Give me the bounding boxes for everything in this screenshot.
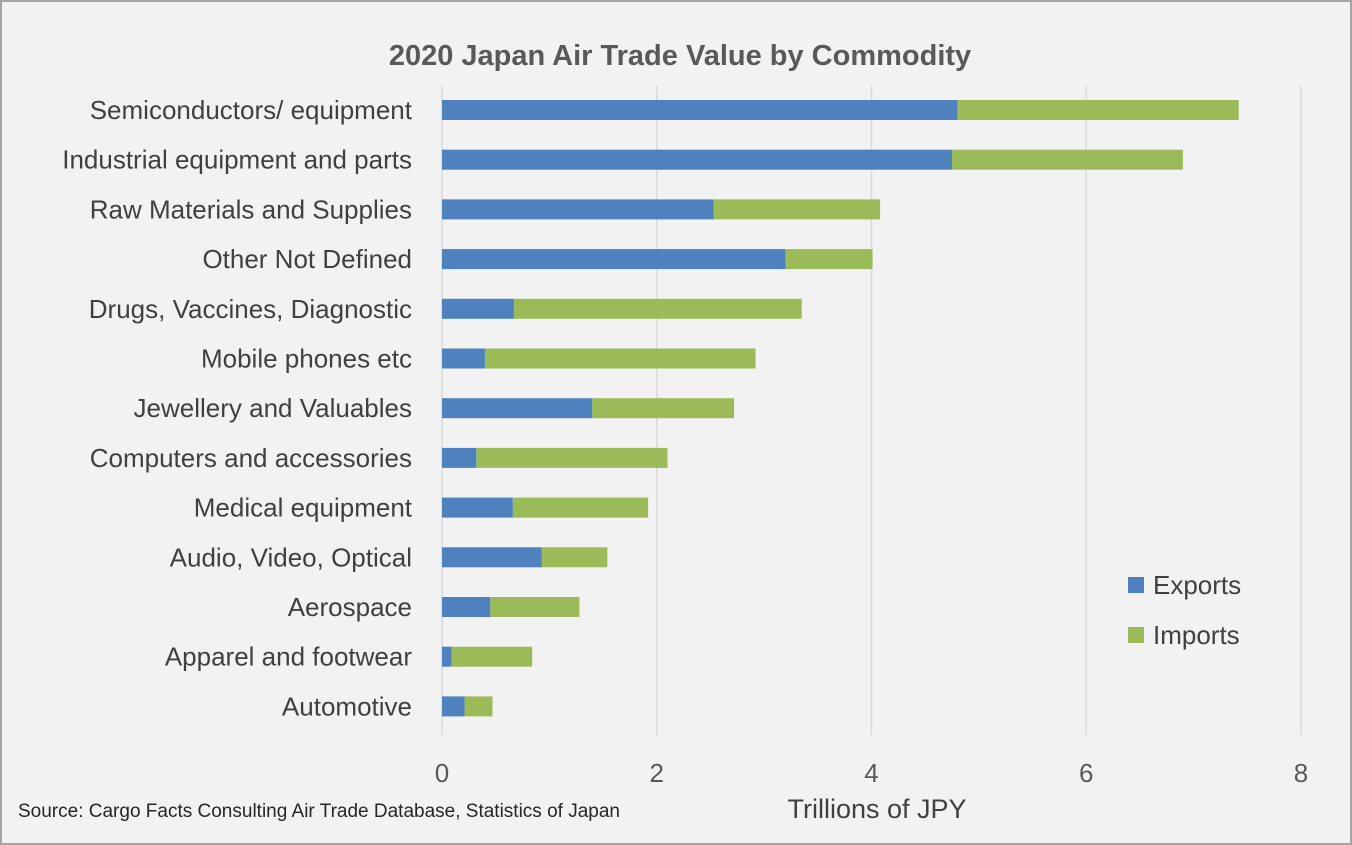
bar-imports bbox=[476, 447, 668, 468]
bar-exports bbox=[442, 249, 786, 270]
category-label: Other Not Defined bbox=[202, 244, 412, 274]
bar-imports bbox=[592, 398, 735, 419]
bar-imports bbox=[541, 547, 608, 568]
legend-swatch-exports bbox=[1128, 577, 1144, 593]
bar-imports bbox=[957, 100, 1239, 120]
bar-exports bbox=[442, 497, 513, 518]
category-label: Aerospace bbox=[288, 592, 412, 622]
x-tick-label: 2 bbox=[650, 758, 664, 788]
x-tick-label: 0 bbox=[435, 758, 449, 788]
bar-imports bbox=[451, 646, 533, 667]
x-tick-label: 8 bbox=[1294, 758, 1308, 788]
x-tick-label: 4 bbox=[864, 758, 878, 788]
bar-exports bbox=[442, 149, 953, 170]
category-label: Drugs, Vaccines, Diagnostic bbox=[89, 294, 412, 324]
category-label: Mobile phones etc bbox=[201, 344, 412, 374]
legend-label-imports: Imports bbox=[1153, 620, 1240, 650]
bar-exports bbox=[442, 547, 542, 568]
bar-imports bbox=[713, 199, 881, 220]
category-label: Automotive bbox=[282, 691, 412, 721]
legend-swatch-imports bbox=[1128, 627, 1144, 643]
bar-imports bbox=[512, 497, 649, 518]
category-label: Medical equipment bbox=[194, 493, 413, 523]
chart-title: 2020 Japan Air Trade Value by Commodity bbox=[389, 40, 971, 72]
category-label: Computers and accessories bbox=[90, 443, 412, 473]
bar-imports bbox=[490, 597, 580, 617]
bar-exports bbox=[442, 597, 491, 617]
bar-imports bbox=[513, 298, 802, 319]
x-axis-title: Trillions of JPY bbox=[787, 794, 966, 824]
bar-imports bbox=[785, 249, 873, 270]
category-label: Jewellery and Valuables bbox=[134, 393, 412, 423]
source-note: Source: Cargo Facts Consulting Air Trade… bbox=[18, 801, 620, 822]
bar-exports bbox=[442, 199, 714, 220]
x-tick-label: 6 bbox=[1079, 758, 1093, 788]
legend: Exports Imports bbox=[1128, 570, 1241, 650]
bars bbox=[442, 100, 1239, 717]
bar-exports bbox=[442, 298, 514, 319]
bar-imports bbox=[484, 348, 756, 369]
category-label: Semiconductors/ equipment bbox=[90, 95, 413, 125]
bar-exports bbox=[442, 398, 593, 419]
bar-exports bbox=[442, 646, 452, 667]
bar-imports bbox=[464, 696, 493, 717]
category-label: Industrial equipment and parts bbox=[62, 145, 412, 175]
category-label: Audio, Video, Optical bbox=[170, 542, 412, 572]
bar-exports bbox=[442, 696, 465, 717]
legend-label-exports: Exports bbox=[1153, 570, 1241, 600]
bar-exports bbox=[442, 348, 485, 369]
x-tick-labels: 0 2 4 6 8 bbox=[435, 758, 1308, 788]
category-labels: Semiconductors/ equipment Industrial equi… bbox=[62, 95, 413, 721]
bar-imports bbox=[952, 149, 1183, 170]
category-label: Raw Materials and Supplies bbox=[90, 194, 412, 224]
bar-exports bbox=[442, 447, 477, 468]
bar-exports bbox=[442, 100, 958, 120]
category-label: Apparel and footwear bbox=[165, 642, 413, 672]
